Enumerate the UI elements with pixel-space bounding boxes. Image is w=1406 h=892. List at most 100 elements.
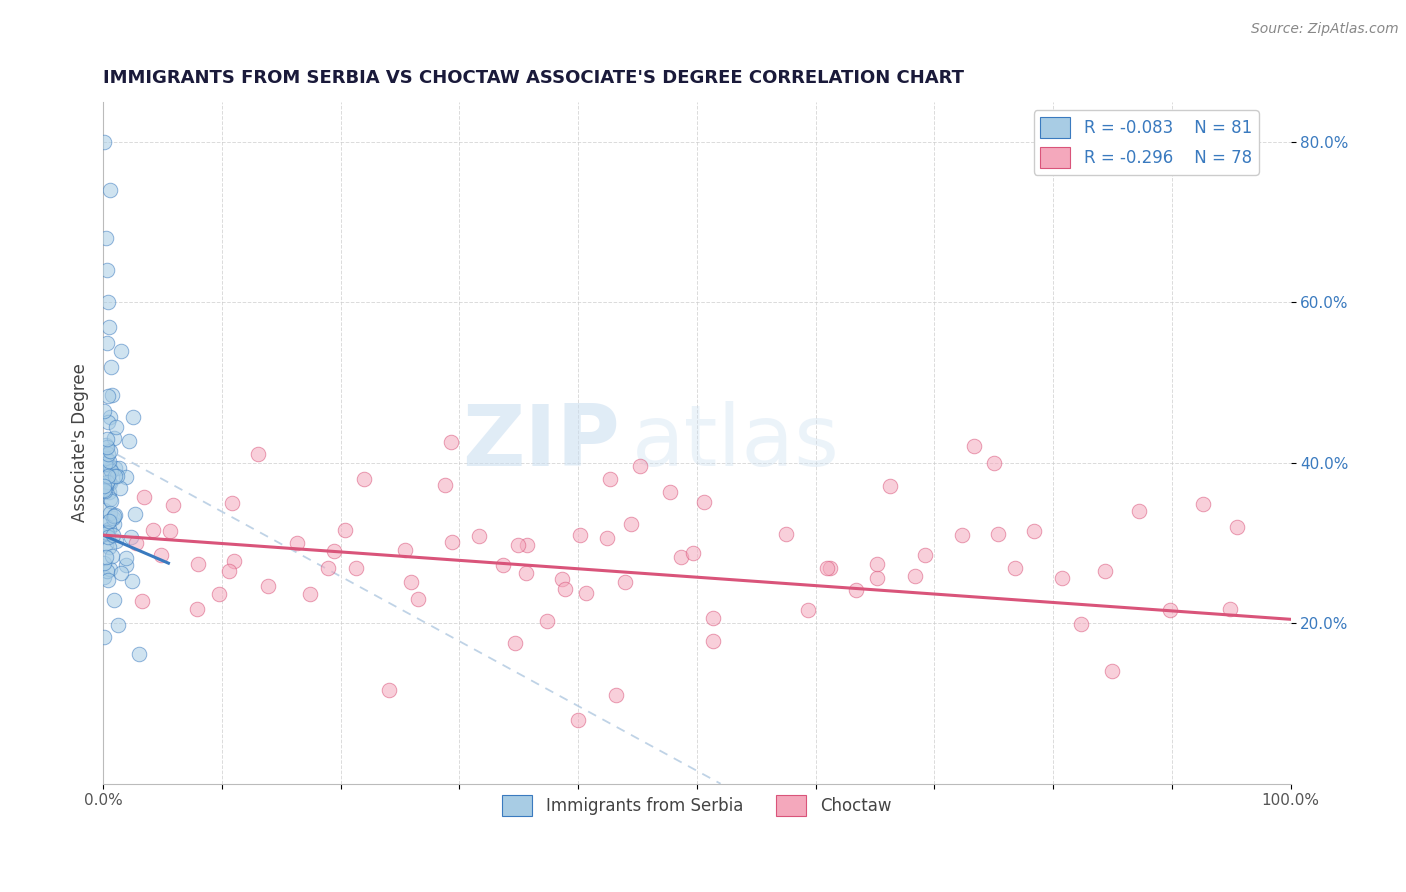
Point: [820, 561, 842, 575]
Point: [224, 554, 246, 568]
Point: [98, 506, 121, 520]
Point: [124, 507, 146, 521]
Point: [1226, 520, 1249, 534]
Point: [983, 456, 1005, 470]
Point: [142, 523, 165, 537]
Point: [96, 537, 118, 551]
Point: [100, 549, 122, 563]
Point: [506, 538, 529, 552]
Point: [1094, 564, 1116, 578]
Point: [815, 561, 838, 575]
Point: [96, 524, 118, 539]
Point: [98, 522, 121, 536]
Point: [132, 490, 155, 504]
Point: [468, 529, 491, 543]
Point: [105, 533, 128, 548]
Text: IMMIGRANTS FROM SERBIA VS CHOCTAW ASSOCIATE'S DEGREE CORRELATION CHART: IMMIGRANTS FROM SERBIA VS CHOCTAW ASSOCI…: [103, 69, 965, 87]
Point: [100, 409, 122, 424]
Point: [100, 359, 122, 374]
Point: [554, 582, 576, 596]
Point: [115, 558, 138, 573]
Point: [97, 447, 120, 461]
Point: [441, 535, 464, 549]
Point: [110, 481, 132, 495]
Point: [100, 464, 122, 478]
Point: [94, 451, 117, 466]
Point: [914, 548, 936, 562]
Point: [96, 564, 118, 578]
Point: [150, 548, 173, 562]
Point: [1070, 616, 1092, 631]
Point: [96, 433, 118, 447]
Point: [97, 295, 120, 310]
Point: [1101, 665, 1123, 679]
Point: [93, 404, 115, 418]
Point: [440, 434, 463, 449]
Point: [131, 594, 153, 608]
Point: [103, 593, 125, 607]
Point: [103, 509, 125, 524]
Point: [96, 573, 118, 587]
Point: [110, 566, 132, 581]
Point: [125, 536, 148, 550]
Text: atlas: atlas: [631, 401, 839, 484]
Point: [575, 586, 598, 600]
Point: [103, 517, 125, 532]
Point: [628, 459, 651, 474]
Point: [344, 560, 367, 574]
Point: [516, 538, 538, 552]
Point: [186, 602, 208, 616]
Point: [96, 516, 118, 530]
Text: ZIP: ZIP: [463, 401, 620, 484]
Point: [596, 531, 619, 545]
Point: [96, 440, 118, 454]
Point: [433, 477, 456, 491]
Point: [599, 472, 621, 486]
Point: [117, 434, 139, 448]
Point: [93, 524, 115, 539]
Point: [987, 527, 1010, 541]
Point: [94, 549, 117, 564]
Point: [104, 508, 127, 522]
Point: [97, 540, 120, 554]
Point: [101, 388, 124, 402]
Point: [104, 460, 127, 475]
Point: [97, 416, 120, 430]
Point: [97, 531, 120, 545]
Y-axis label: Associate's Degree: Associate's Degree: [72, 363, 89, 523]
Point: [162, 498, 184, 512]
Point: [114, 551, 136, 566]
Point: [101, 528, 124, 542]
Point: [298, 587, 321, 601]
Point: [775, 527, 797, 541]
Point: [93, 135, 115, 149]
Point: [105, 469, 128, 483]
Point: [93, 631, 115, 645]
Point: [492, 558, 515, 573]
Point: [107, 617, 129, 632]
Point: [96, 263, 118, 277]
Legend: Immigrants from Serbia, Choctaw: Immigrants from Serbia, Choctaw: [496, 789, 898, 823]
Point: [104, 420, 127, 434]
Point: [121, 410, 143, 425]
Point: [98, 476, 121, 491]
Point: [879, 479, 901, 493]
Point: [98, 444, 121, 458]
Text: Source: ZipAtlas.com: Source: ZipAtlas.com: [1251, 22, 1399, 37]
Point: [682, 546, 704, 560]
Point: [952, 528, 974, 542]
Point: [1159, 603, 1181, 617]
Point: [96, 525, 118, 540]
Point: [963, 439, 986, 453]
Point: [866, 558, 889, 572]
Point: [97, 484, 120, 499]
Point: [115, 470, 138, 484]
Point: [503, 636, 526, 650]
Point: [98, 475, 121, 489]
Point: [613, 574, 636, 589]
Point: [110, 343, 132, 358]
Point: [128, 647, 150, 661]
Point: [103, 431, 125, 445]
Point: [107, 460, 129, 475]
Point: [866, 571, 889, 585]
